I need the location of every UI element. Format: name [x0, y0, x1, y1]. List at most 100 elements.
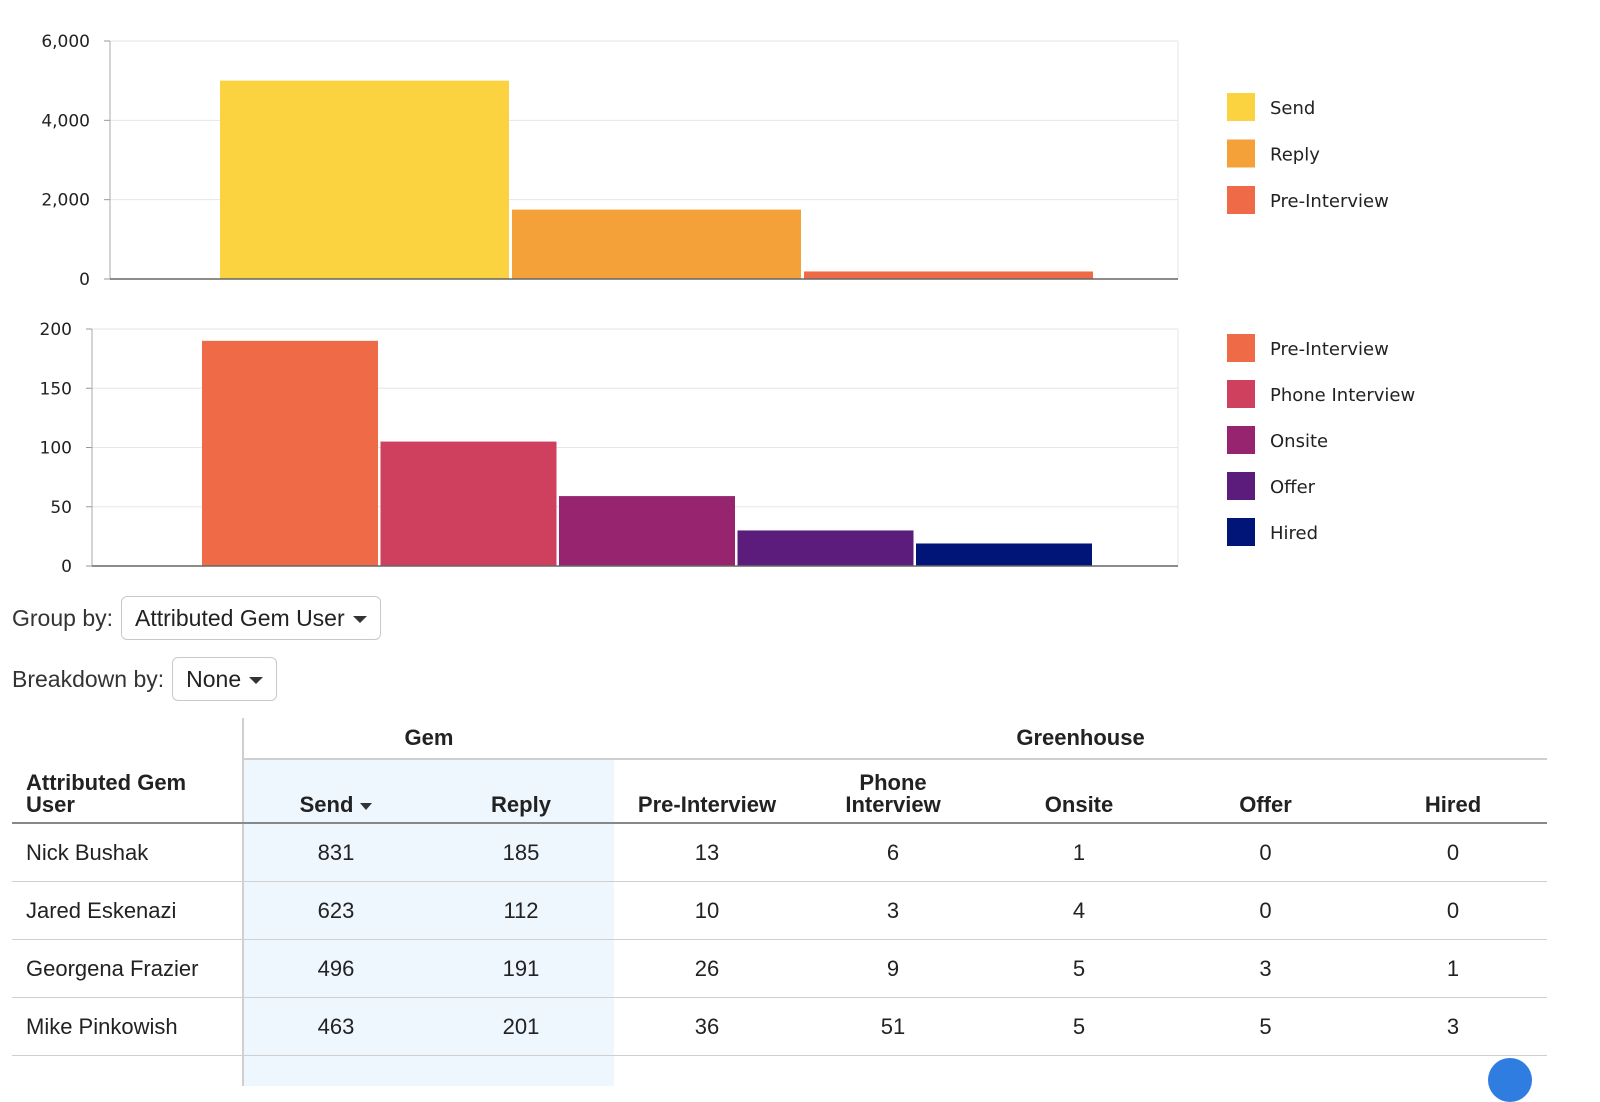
- bar-reply[interactable]: [512, 209, 801, 279]
- filler-cell: [428, 1055, 615, 1086]
- column-header-hired-label: Hired: [1424, 792, 1482, 817]
- chevron-down-icon: [352, 616, 367, 623]
- column-header-phone-line2: Interview: [845, 792, 941, 817]
- column-header-phone-line1: Phone: [859, 770, 927, 795]
- table-row[interactable]: Mike Pinkowish 463 201 36 51 5 5 3: [12, 997, 1548, 1056]
- legend-label[interactable]: Offer: [1270, 477, 1316, 498]
- y-tick-label: 2,000: [41, 191, 90, 211]
- column-header-offer-label: Offer: [1239, 792, 1292, 817]
- breakdown-value: None: [186, 665, 242, 692]
- cell-offer: 0: [1172, 881, 1360, 940]
- column-header-send-label: Send: [299, 792, 354, 817]
- report-table: Gem Greenhouse Attributed Gem User Send R…: [12, 718, 1548, 1087]
- filler-cell: [614, 1056, 800, 1087]
- column-header-reply[interactable]: Reply: [428, 759, 615, 824]
- legend-swatch: [1227, 426, 1255, 454]
- y-tick-label: 0: [61, 557, 72, 577]
- cell-reply: 201: [428, 997, 615, 1056]
- legend-swatch: [1227, 380, 1255, 408]
- cell-phone-interview: 3: [800, 881, 987, 940]
- bar-offer[interactable]: [737, 530, 914, 566]
- funnel-chart-greenhouse: 0 50 100 150 200 Pre-Interview Phone Interview…: [40, 320, 1416, 577]
- cell-send: 496: [243, 939, 428, 998]
- legend-swatch: [1227, 186, 1255, 214]
- cell-hired: 3: [1359, 997, 1548, 1056]
- legend-label[interactable]: Phone Interview: [1270, 385, 1415, 406]
- legend-label[interactable]: Pre-Interview: [1270, 339, 1389, 360]
- legend-swatch: [1227, 472, 1255, 500]
- column-header-user-line2: User: [26, 792, 75, 817]
- filler-cell: [243, 1055, 428, 1086]
- legend-label[interactable]: Onsite: [1270, 431, 1328, 452]
- y-tick-label: 150: [40, 379, 72, 399]
- cell-user: Jared Eskenazi: [12, 881, 244, 940]
- cell-offer: 5: [1172, 997, 1360, 1056]
- y-tick-label: 6,000: [41, 32, 90, 52]
- column-header-pre-interview-label: Pre-Interview: [637, 792, 777, 817]
- cell-send: 463: [243, 997, 428, 1056]
- column-header-user[interactable]: Attributed Gem User: [12, 759, 244, 824]
- legend-label[interactable]: Reply: [1270, 145, 1320, 166]
- group-by-value: Attributed Gem User: [135, 604, 345, 631]
- bar-onsite[interactable]: [559, 496, 735, 566]
- cell-send: 831: [243, 823, 428, 882]
- legend-swatch: [1227, 93, 1255, 121]
- cell-reply: 191: [428, 939, 615, 998]
- column-header-pre-interview[interactable]: Pre-Interview: [614, 759, 801, 824]
- bar-pre-interview[interactable]: [202, 340, 378, 566]
- filler-cell: [800, 1056, 986, 1087]
- legend-label[interactable]: Hired: [1270, 523, 1318, 544]
- cell-pre-interview: 26: [614, 939, 801, 998]
- cell-onsite: 5: [986, 939, 1173, 998]
- legend-label[interactable]: Pre-Interview: [1270, 191, 1389, 212]
- legend-swatch: [1227, 518, 1255, 546]
- column-header-hired[interactable]: Hired: [1359, 759, 1548, 824]
- breakdown-dropdown[interactable]: None: [172, 657, 278, 701]
- table-row[interactable]: Nick Bushak 831 185 13 6 1 0 0: [12, 823, 1548, 882]
- breakdown-label: Breakdown by:: [12, 665, 165, 692]
- bar-send[interactable]: [220, 80, 509, 280]
- table-row[interactable]: Jared Eskenazi 623 112 10 3 4 0 0: [12, 881, 1548, 940]
- column-header-row: Attributed Gem User Send Reply Pre-Interv…: [12, 759, 1548, 824]
- cell-pre-interview: 36: [614, 997, 801, 1056]
- cell-onsite: 4: [986, 881, 1173, 940]
- group-by-label: Group by:: [12, 604, 113, 631]
- y-tick-label: 4,000: [41, 111, 90, 131]
- column-header-onsite[interactable]: Onsite: [986, 759, 1173, 824]
- group-header-gem: Gem: [243, 718, 615, 760]
- cell-pre-interview: 10: [614, 881, 801, 940]
- sort-descending-icon: [360, 802, 373, 810]
- legend-swatch: [1227, 139, 1255, 168]
- filler-cell: [1172, 1056, 1359, 1087]
- filler-cell: [986, 1056, 1172, 1087]
- cell-send: 623: [243, 881, 428, 940]
- cell-user: Nick Bushak: [12, 823, 244, 882]
- table-row[interactable]: Georgena Frazier 496 191 26 9 5 3 1: [12, 939, 1548, 998]
- bar-pre-interview[interactable]: [804, 271, 1093, 279]
- legend-label[interactable]: Send: [1270, 98, 1315, 119]
- cell-onsite: 1: [986, 823, 1173, 882]
- y-tick-label: 200: [40, 320, 72, 340]
- chevron-down-icon: [249, 677, 264, 684]
- filler-cell: [12, 1055, 244, 1086]
- cell-pre-interview: 13: [614, 823, 801, 882]
- help-chat-button[interactable]: [1488, 1058, 1532, 1102]
- funnel-chart-gem: 0 2,000 4,000 6,000 Send Reply Pre-Interview: [41, 32, 1389, 290]
- cell-reply: 112: [428, 881, 615, 940]
- y-tick-label: 50: [50, 498, 72, 518]
- cell-onsite: 5: [986, 997, 1173, 1056]
- bar-hired[interactable]: [916, 543, 1092, 566]
- y-tick-label: 0: [79, 270, 90, 290]
- group-header-greenhouse: Greenhouse: [614, 718, 1548, 760]
- column-header-phone-interview[interactable]: Phone Interview: [800, 759, 987, 824]
- group-by-dropdown[interactable]: Attributed Gem User: [121, 596, 381, 640]
- column-header-offer[interactable]: Offer: [1172, 759, 1360, 824]
- legend-swatch: [1227, 334, 1255, 362]
- cell-phone-interview: 51: [800, 997, 987, 1056]
- cell-offer: 3: [1172, 939, 1360, 998]
- y-tick-label: 100: [40, 439, 72, 459]
- bar-phone-interview[interactable]: [380, 441, 557, 566]
- cell-phone-interview: 6: [800, 823, 987, 882]
- column-header-send[interactable]: Send: [243, 759, 428, 824]
- group-header-row: Gem Greenhouse: [12, 718, 1548, 760]
